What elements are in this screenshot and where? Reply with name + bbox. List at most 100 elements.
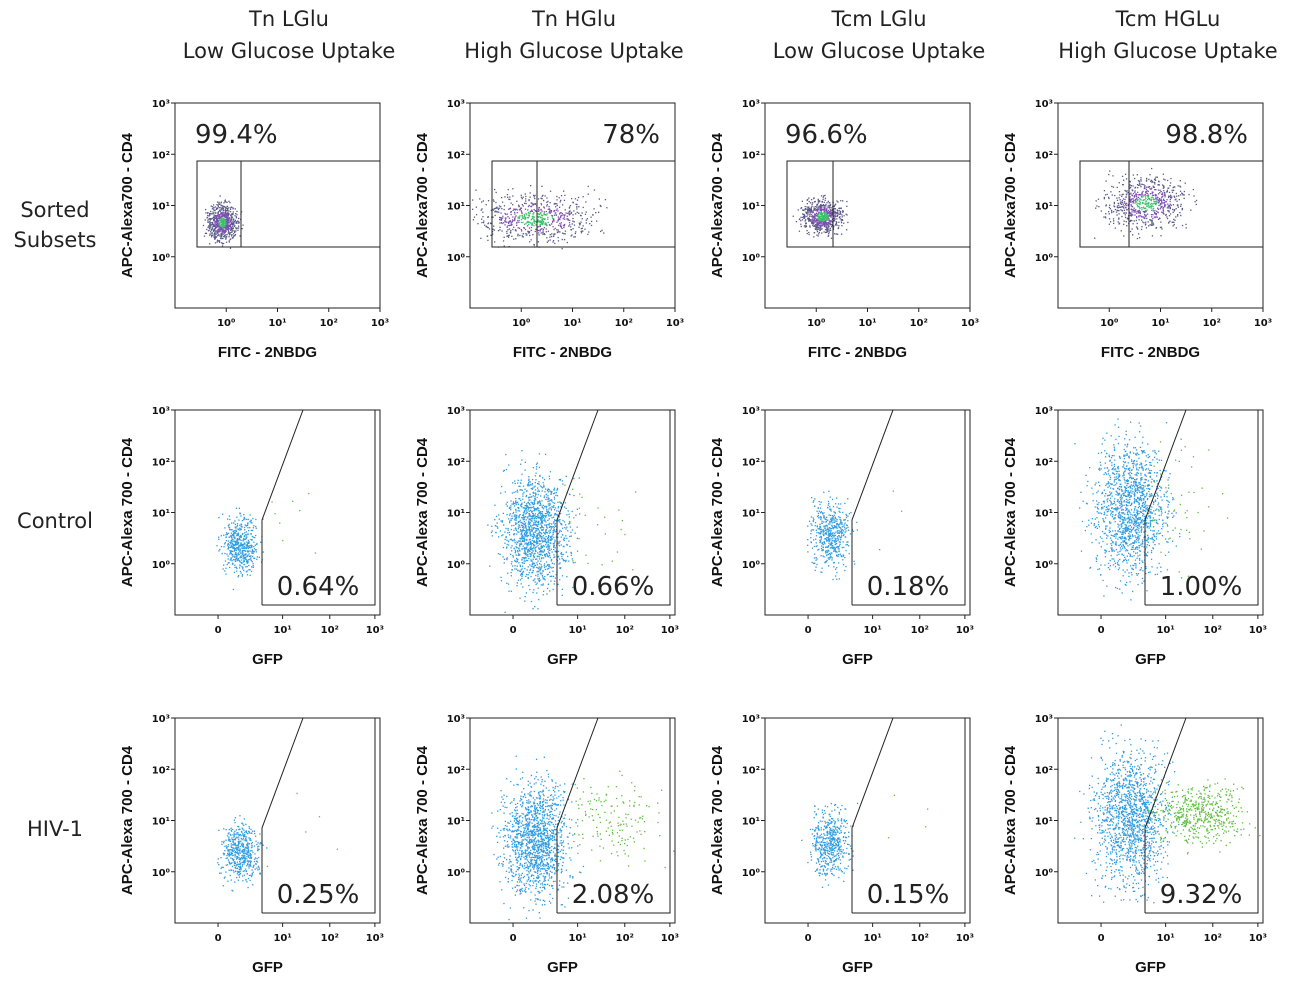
event-dot <box>1145 201 1147 203</box>
event-dot <box>529 506 532 509</box>
event-dot <box>244 554 246 556</box>
event-dot <box>506 226 508 228</box>
event-dot <box>546 526 548 528</box>
event-dot <box>543 207 546 209</box>
event-dot <box>524 215 526 217</box>
event-dot <box>211 224 213 226</box>
event-dot <box>1152 205 1154 208</box>
event-dot <box>554 509 556 511</box>
event-dot <box>830 518 832 520</box>
event-dot <box>843 215 845 217</box>
event-dot <box>222 242 225 245</box>
event-dot <box>834 214 836 216</box>
event-dot <box>571 198 573 200</box>
event-dot <box>527 214 529 216</box>
event-dot <box>238 225 240 227</box>
event-dot <box>553 556 555 559</box>
event-dot <box>544 224 546 226</box>
event-dot <box>503 469 505 472</box>
event-dot <box>547 488 549 490</box>
event-dot <box>509 522 511 524</box>
event-dot <box>214 232 216 234</box>
event-dot <box>1136 217 1138 219</box>
event-dot <box>843 533 845 535</box>
event-dot <box>547 564 549 566</box>
event-dot <box>560 506 562 508</box>
event-dot <box>560 551 563 554</box>
event-dot <box>241 547 243 549</box>
event-dot <box>531 517 533 520</box>
event-dot <box>819 221 821 223</box>
event-dot <box>579 493 581 495</box>
event-dot <box>542 527 545 529</box>
event-dot <box>231 237 234 239</box>
event-dot <box>527 211 530 214</box>
event-dot <box>224 570 226 572</box>
event-dot <box>1153 181 1155 183</box>
event-dot <box>823 231 825 233</box>
event-dot <box>555 525 557 527</box>
event-dot <box>213 218 215 220</box>
event-dot <box>577 196 580 199</box>
event-dot <box>565 475 567 477</box>
event-dot <box>230 546 232 549</box>
event-dot <box>501 222 503 224</box>
event-dot <box>800 216 802 218</box>
event-dot <box>242 547 244 550</box>
event-dot <box>282 540 284 542</box>
event-dot <box>532 487 534 489</box>
event-dot <box>1124 212 1126 214</box>
event-dot <box>541 198 543 200</box>
event-dot <box>226 533 228 536</box>
event-dot <box>515 501 517 503</box>
event-dot <box>538 209 540 211</box>
event-dot <box>506 582 508 584</box>
event-dot <box>529 521 531 524</box>
event-dot <box>1116 214 1118 216</box>
event-dot <box>841 233 843 235</box>
event-dot <box>827 227 829 229</box>
event-dot <box>515 546 517 548</box>
event-dot <box>236 533 238 535</box>
event-dot <box>485 226 487 228</box>
event-dot <box>1113 222 1115 225</box>
event-dot <box>235 527 237 529</box>
event-dot <box>1130 213 1132 215</box>
event-dot <box>534 498 536 500</box>
event-dot <box>838 216 841 219</box>
event-dot <box>566 241 568 244</box>
event-dot <box>1123 209 1126 211</box>
event-dot <box>238 539 240 541</box>
event-dot <box>540 584 542 586</box>
event-dot <box>807 210 809 212</box>
event-dot <box>1113 201 1116 204</box>
event-dot <box>535 536 537 538</box>
event-dot <box>519 529 522 531</box>
event-dot <box>1144 203 1146 206</box>
event-dot <box>834 550 836 552</box>
event-dot <box>817 225 819 227</box>
event-dot <box>493 200 495 202</box>
event-dot <box>522 530 525 532</box>
event-dot <box>210 218 212 221</box>
event-dot <box>574 562 576 564</box>
event-dot <box>828 229 830 231</box>
event-dot <box>834 215 836 218</box>
event-dot <box>216 222 218 225</box>
event-dot <box>811 222 813 224</box>
event-dot <box>547 216 549 218</box>
event-dot <box>530 509 532 511</box>
event-dot <box>249 514 251 516</box>
event-dot <box>1138 180 1140 182</box>
event-dot <box>1182 194 1184 196</box>
event-dot <box>1142 196 1144 198</box>
event-dot <box>518 510 521 512</box>
event-dot <box>534 508 536 510</box>
event-dot <box>506 514 508 516</box>
event-dot <box>563 225 565 227</box>
event-dot <box>545 507 547 509</box>
event-dot <box>1136 204 1139 207</box>
event-dot <box>546 513 548 515</box>
event-dot <box>825 231 827 234</box>
event-dot <box>504 491 506 493</box>
